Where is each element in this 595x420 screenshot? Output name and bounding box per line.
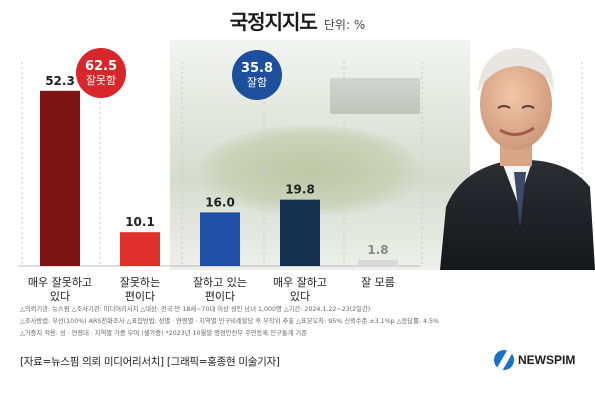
chart-title: 국정지지도	[229, 10, 318, 34]
newspim-logo-icon	[494, 350, 514, 370]
category-label: 매우 잘하고 있다	[272, 276, 328, 303]
survey-note-line: △조사방법: 무선(100%) ARS전화조사 △표집방법: 성별ㆍ연령별ㆍ지역…	[20, 318, 440, 325]
approve-total-label: 잘함	[246, 75, 268, 89]
survey-note-line: △의뢰기관: 뉴스핌 △조사기관: 미디어리서치 △대상: 전국 만 18세~7…	[20, 306, 371, 313]
bar	[120, 232, 160, 266]
bar	[280, 199, 320, 266]
category-label: 매우 잘못하고 있다	[27, 276, 93, 303]
disapprove-total-label: 잘못함	[85, 73, 117, 87]
unit-label: 단위: %	[323, 18, 366, 32]
person-photo	[440, 48, 595, 270]
value-labels: 52.3 10.1 16.0 19.8 1.8	[45, 74, 388, 257]
newspim-logo-text: NEWSPIM	[518, 353, 576, 367]
chart-header: 국정지지도 단위: %	[0, 6, 595, 35]
data-label: 19.8	[285, 183, 315, 197]
data-label: 1.8	[367, 243, 388, 257]
approve-total-value: 35.8	[240, 60, 274, 76]
bar	[200, 212, 240, 266]
category-label: 잘하고 있는 편이다	[192, 276, 248, 303]
category-label: 잘 모름	[361, 276, 395, 289]
disapprove-total-value: 62.5	[84, 58, 118, 74]
bars	[40, 90, 398, 266]
data-label: 16.0	[205, 195, 235, 209]
disapprove-total-badge: 62.5 잘못함	[76, 48, 126, 98]
bar	[40, 90, 80, 266]
background-building	[330, 78, 420, 114]
bar	[358, 259, 398, 266]
category-label: 잘못하는 편이다	[119, 276, 161, 303]
approve-total-badge: 35.8 잘함	[232, 50, 282, 100]
data-label: 10.1	[125, 215, 155, 229]
data-label: 52.3	[45, 74, 75, 88]
newspim-logo: NEWSPIM	[494, 350, 575, 370]
source-credit: [자료=뉴스핌 의뢰 미디어리서치] [그래픽=홍종현 미술기자]	[20, 356, 280, 368]
survey-note-line: △가중치 적용: 성ㆍ연령대ㆍ지역별 가중 부여 (셀가중) *2023년 10…	[20, 330, 308, 337]
survey-notes: △의뢰기관: 뉴스핌 △조사기관: 미디어리서치 △대상: 전국 만 18세~7…	[20, 304, 439, 340]
